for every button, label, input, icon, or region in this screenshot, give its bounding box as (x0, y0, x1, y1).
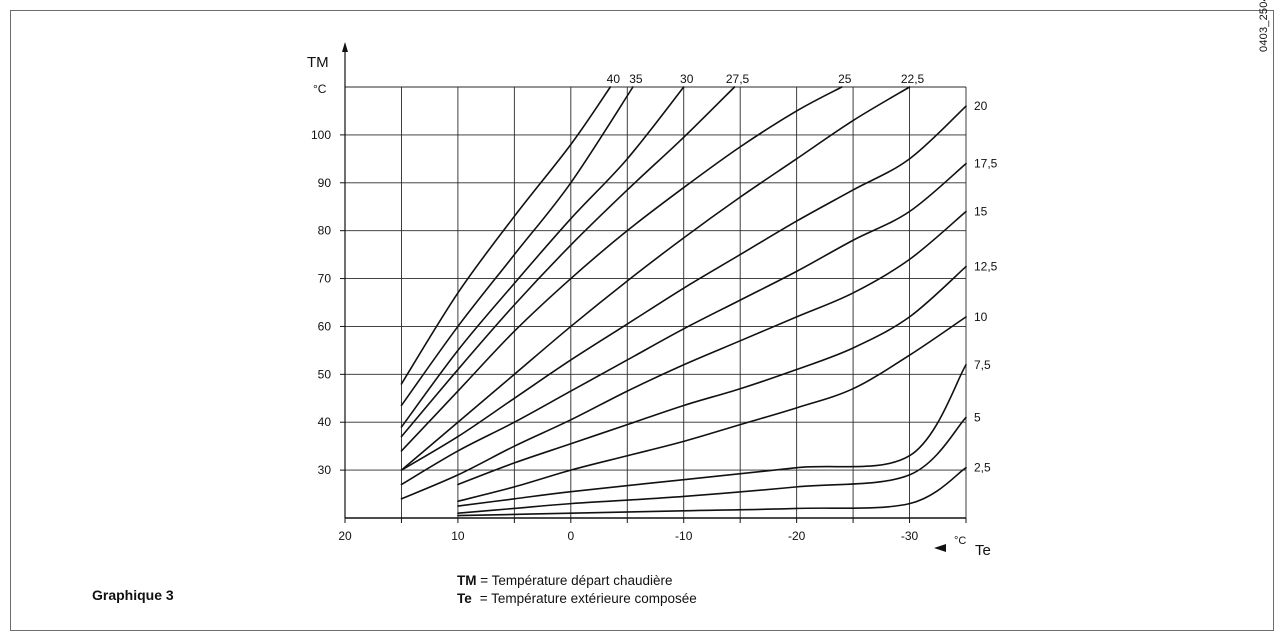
curve-40 (400, 86, 612, 385)
legend-entry-te: Te = Température extérieure composée (457, 590, 697, 608)
figure-caption: Graphique 3 (92, 587, 174, 603)
curve-label: 10 (974, 310, 988, 324)
chart-grid (345, 86, 967, 518)
chart-labels: 20 10 0 -10 -20 -3030405060708090100TM°C°CTe4… (307, 54, 998, 559)
legend-entry-tm: TM = Température départ chaudière (457, 572, 697, 590)
curve-label: 27,5 (726, 72, 750, 86)
x-axis-arrow (934, 544, 946, 552)
axis-legend: TM = Température départ chaudière Te = T… (457, 572, 697, 608)
curve-2-5 (457, 466, 967, 517)
curve-label: 20 (974, 99, 988, 113)
curve-label: 15 (974, 205, 988, 219)
legend-key-te: Te (457, 591, 472, 606)
y-axis-arrow (342, 42, 348, 52)
x-tick-label: 20 (338, 529, 352, 543)
figure-code: 0403_2504 (1258, 0, 1270, 52)
y-tick-label: 100 (311, 128, 331, 142)
curve-label: 30 (680, 72, 694, 86)
x-axis-unit: °C (954, 535, 966, 547)
y-tick-label: 60 (318, 319, 332, 333)
y-tick-label: 40 (318, 415, 332, 429)
curve-27-5 (400, 86, 736, 438)
x-tick-label: 0 (567, 529, 574, 543)
curve-label: 25 (838, 72, 852, 86)
curve-10 (457, 316, 967, 503)
y-tick-label: 50 (318, 367, 332, 381)
curve-label: 35 (629, 72, 643, 86)
curve-20 (400, 105, 967, 471)
y-tick-label: 30 (318, 463, 332, 477)
x-tick-label: -20 (788, 529, 806, 543)
y-tick-label: 90 (318, 176, 332, 190)
curve-label: 12,5 (974, 260, 998, 274)
curve-label: 22,5 (901, 72, 925, 86)
curve-label: 5 (974, 410, 981, 424)
legend-text-tm: = Température départ chaudière (476, 573, 673, 588)
curve-7-5 (457, 363, 967, 507)
x-tick-label: 10 (451, 529, 465, 543)
figure-frame (10, 10, 1274, 631)
x-tick-label: -10 (675, 529, 693, 543)
curve-5 (457, 416, 967, 515)
curve-label: 7,5 (974, 358, 991, 372)
curve-30 (400, 86, 685, 428)
y-axis-label: TM (307, 54, 329, 71)
curve-17-5 (400, 162, 967, 486)
curve-12-5 (457, 265, 967, 486)
x-tick-label: -30 (901, 529, 919, 543)
y-tick-label: 70 (318, 272, 332, 286)
curve-22-5 (400, 86, 911, 471)
curve-25 (400, 86, 843, 452)
y-axis-unit: °C (313, 82, 327, 96)
legend-text-te: = Température extérieure composée (476, 591, 697, 606)
curve-label: 2,5 (974, 461, 991, 475)
legend-key-tm: TM (457, 573, 477, 588)
chart-series (400, 86, 967, 517)
curve-label: 40 (607, 72, 621, 86)
curve-35 (400, 86, 634, 407)
chart-axes (340, 42, 967, 523)
curve-label: 17,5 (974, 157, 998, 171)
x-axis-label: Te (975, 542, 991, 559)
y-tick-label: 80 (318, 224, 332, 238)
curve-15 (400, 210, 967, 500)
